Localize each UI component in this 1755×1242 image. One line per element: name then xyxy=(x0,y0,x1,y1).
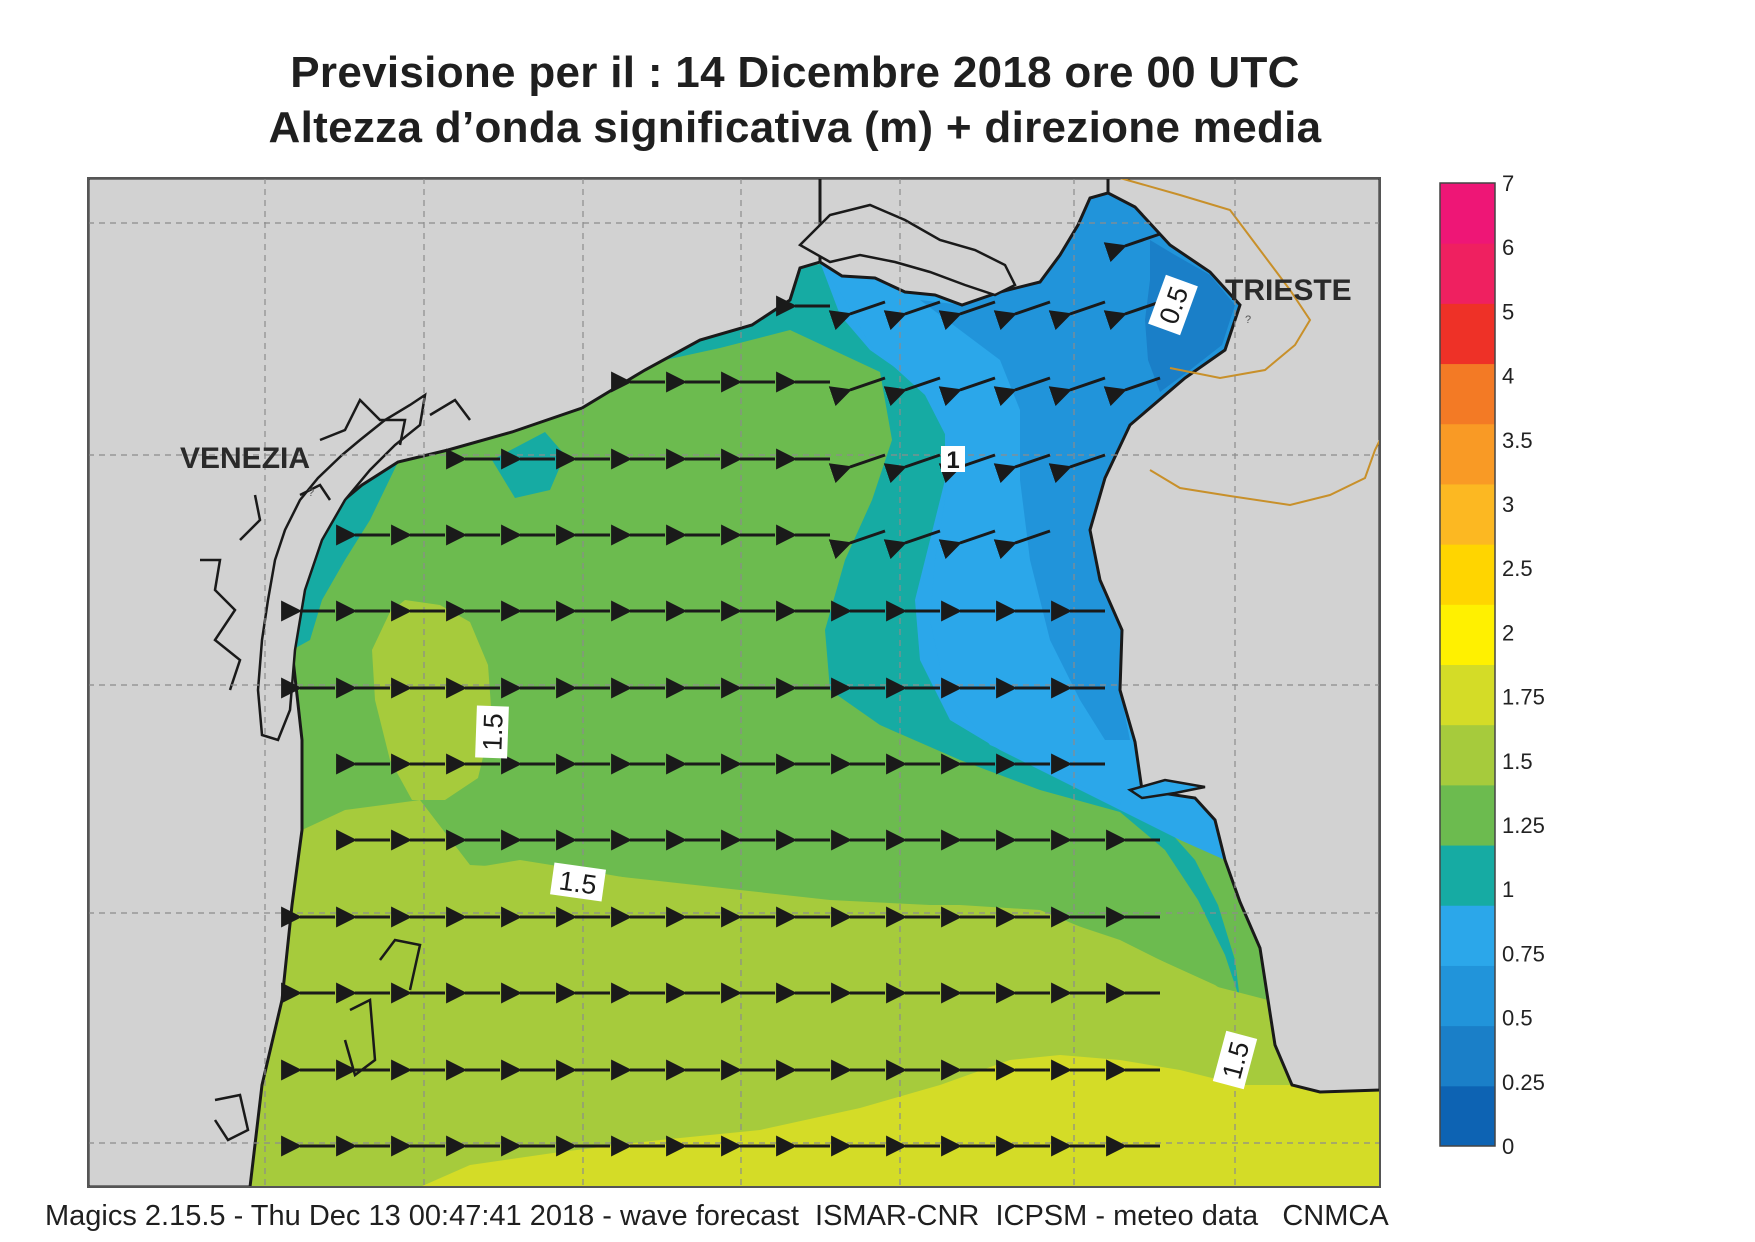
city-marker-venezia: ? xyxy=(308,487,314,499)
colorbar-tick-label: 2 xyxy=(1502,620,1514,645)
national-border xyxy=(1119,178,1380,507)
direction-arrow xyxy=(883,453,941,484)
colorbar-segment xyxy=(1440,724,1495,786)
colorbar-tick-label: 4 xyxy=(1502,364,1514,389)
colorbar-segment xyxy=(1440,423,1495,485)
direction-arrow xyxy=(1103,300,1161,331)
colorbar-tick-label: 0.75 xyxy=(1502,941,1545,966)
colorbar-tick-label: 1.25 xyxy=(1502,813,1545,838)
place-label-trieste: TRIESTE xyxy=(1225,274,1352,307)
band-1.75-2 xyxy=(420,1055,1380,1187)
colorbar-segment xyxy=(1440,1085,1495,1147)
footer-credits: Magics 2.15.5 - Thu Dec 13 00:47:41 2018… xyxy=(45,1200,1389,1232)
direction-arrow xyxy=(1048,300,1106,331)
direction-arrow xyxy=(993,529,1051,560)
colorbar-segment xyxy=(1440,965,1495,1027)
colorbar-segment xyxy=(1440,664,1495,726)
map-frame xyxy=(87,177,1381,1188)
colorbar-segment xyxy=(1440,905,1495,966)
svg-text:1.5: 1.5 xyxy=(557,866,598,901)
colorbar-tick-label: 0 xyxy=(1502,1134,1514,1159)
contour-label-1.5-a: 1.5 xyxy=(475,705,509,759)
direction-arrow xyxy=(828,300,886,331)
direction-arrows xyxy=(281,232,1161,1157)
place-label-venezia: VENEZIA xyxy=(180,442,310,475)
colorbar-tick-label: 2.5 xyxy=(1502,556,1533,581)
band-teal-coast xyxy=(292,462,398,650)
direction-arrow xyxy=(1103,232,1161,263)
title-line-1: Previsione per il : 14 Dicembre 2018 ore… xyxy=(290,48,1300,97)
colorbar-frame xyxy=(1439,182,1496,1147)
colorbar-tick-label: 0.25 xyxy=(1502,1070,1545,1095)
direction-arrow xyxy=(883,529,941,560)
title-line-2: Altezza d’onda significativa (m) + direz… xyxy=(268,103,1322,152)
direction-arrow xyxy=(993,453,1051,484)
direction-arrow xyxy=(828,376,886,407)
svg-text:1.5: 1.5 xyxy=(477,713,508,752)
direction-arrow xyxy=(828,453,886,484)
direction-arrow xyxy=(938,300,996,331)
colorbar-segment xyxy=(1440,303,1495,365)
colorbar-tick-label: 0.5 xyxy=(1502,1006,1533,1031)
direction-arrow xyxy=(938,453,996,484)
colorbar-segment xyxy=(1440,363,1495,425)
direction-arrow xyxy=(883,300,941,331)
direction-arrow xyxy=(993,300,1051,331)
direction-arrow xyxy=(938,529,996,560)
colorbar-tick-label: 6 xyxy=(1502,235,1514,260)
direction-arrow xyxy=(1048,453,1106,484)
colorbar-tick-label: 3 xyxy=(1502,492,1514,517)
colorbar: 0 0.25 0.5 0.75 1 1.25 1.5 1.75 2 2.5 3 3.5 4 5 6 7 xyxy=(1439,171,1545,1159)
colorbar-tick-label: 1.75 xyxy=(1502,685,1545,710)
band-1.5-1.75-west xyxy=(372,600,492,800)
contour-label-1: 1 xyxy=(941,446,965,474)
direction-arrow xyxy=(883,376,941,407)
svg-text:1: 1 xyxy=(946,447,959,474)
city-marker-trieste: ? xyxy=(1245,314,1251,326)
direction-arrow xyxy=(938,376,996,407)
direction-arrow xyxy=(828,529,886,560)
colorbar-tick-label: 5 xyxy=(1502,299,1514,324)
colorbar-tick-label: 7 xyxy=(1502,171,1514,196)
istria-inlet xyxy=(1127,778,1206,800)
colorbar-segment xyxy=(1440,243,1495,304)
map-field: 0.5 1 1.5 1.5 1.5 VENEZIA TRIESTE ? ? xyxy=(88,178,1380,1187)
colorbar-tick-label: 1.5 xyxy=(1502,749,1533,774)
direction-arrow xyxy=(1103,376,1161,407)
colorbar-segment xyxy=(1440,544,1495,605)
graticule xyxy=(88,178,1380,1187)
lagoon-detail xyxy=(200,397,471,1142)
colorbar-segment xyxy=(1440,1025,1495,1087)
colorbar-tick-label: 1 xyxy=(1502,877,1514,902)
colorbar-segment xyxy=(1440,845,1495,906)
colorbar-segment xyxy=(1440,784,1495,846)
contour-label-1.5-c: 1.5 xyxy=(1212,1030,1258,1090)
contour-label-1.5-b: 1.5 xyxy=(550,862,606,902)
direction-arrow xyxy=(993,376,1051,407)
colorbar-segment xyxy=(1440,483,1495,545)
northern-islands xyxy=(797,203,1017,297)
colorbar-segment xyxy=(1440,604,1495,665)
venice-coast-land xyxy=(88,178,822,1187)
colorbar-segment xyxy=(1440,183,1495,244)
direction-arrow xyxy=(1048,376,1106,407)
colorbar-tick-label: 3.5 xyxy=(1502,428,1533,453)
band-teal-patch xyxy=(492,432,565,498)
